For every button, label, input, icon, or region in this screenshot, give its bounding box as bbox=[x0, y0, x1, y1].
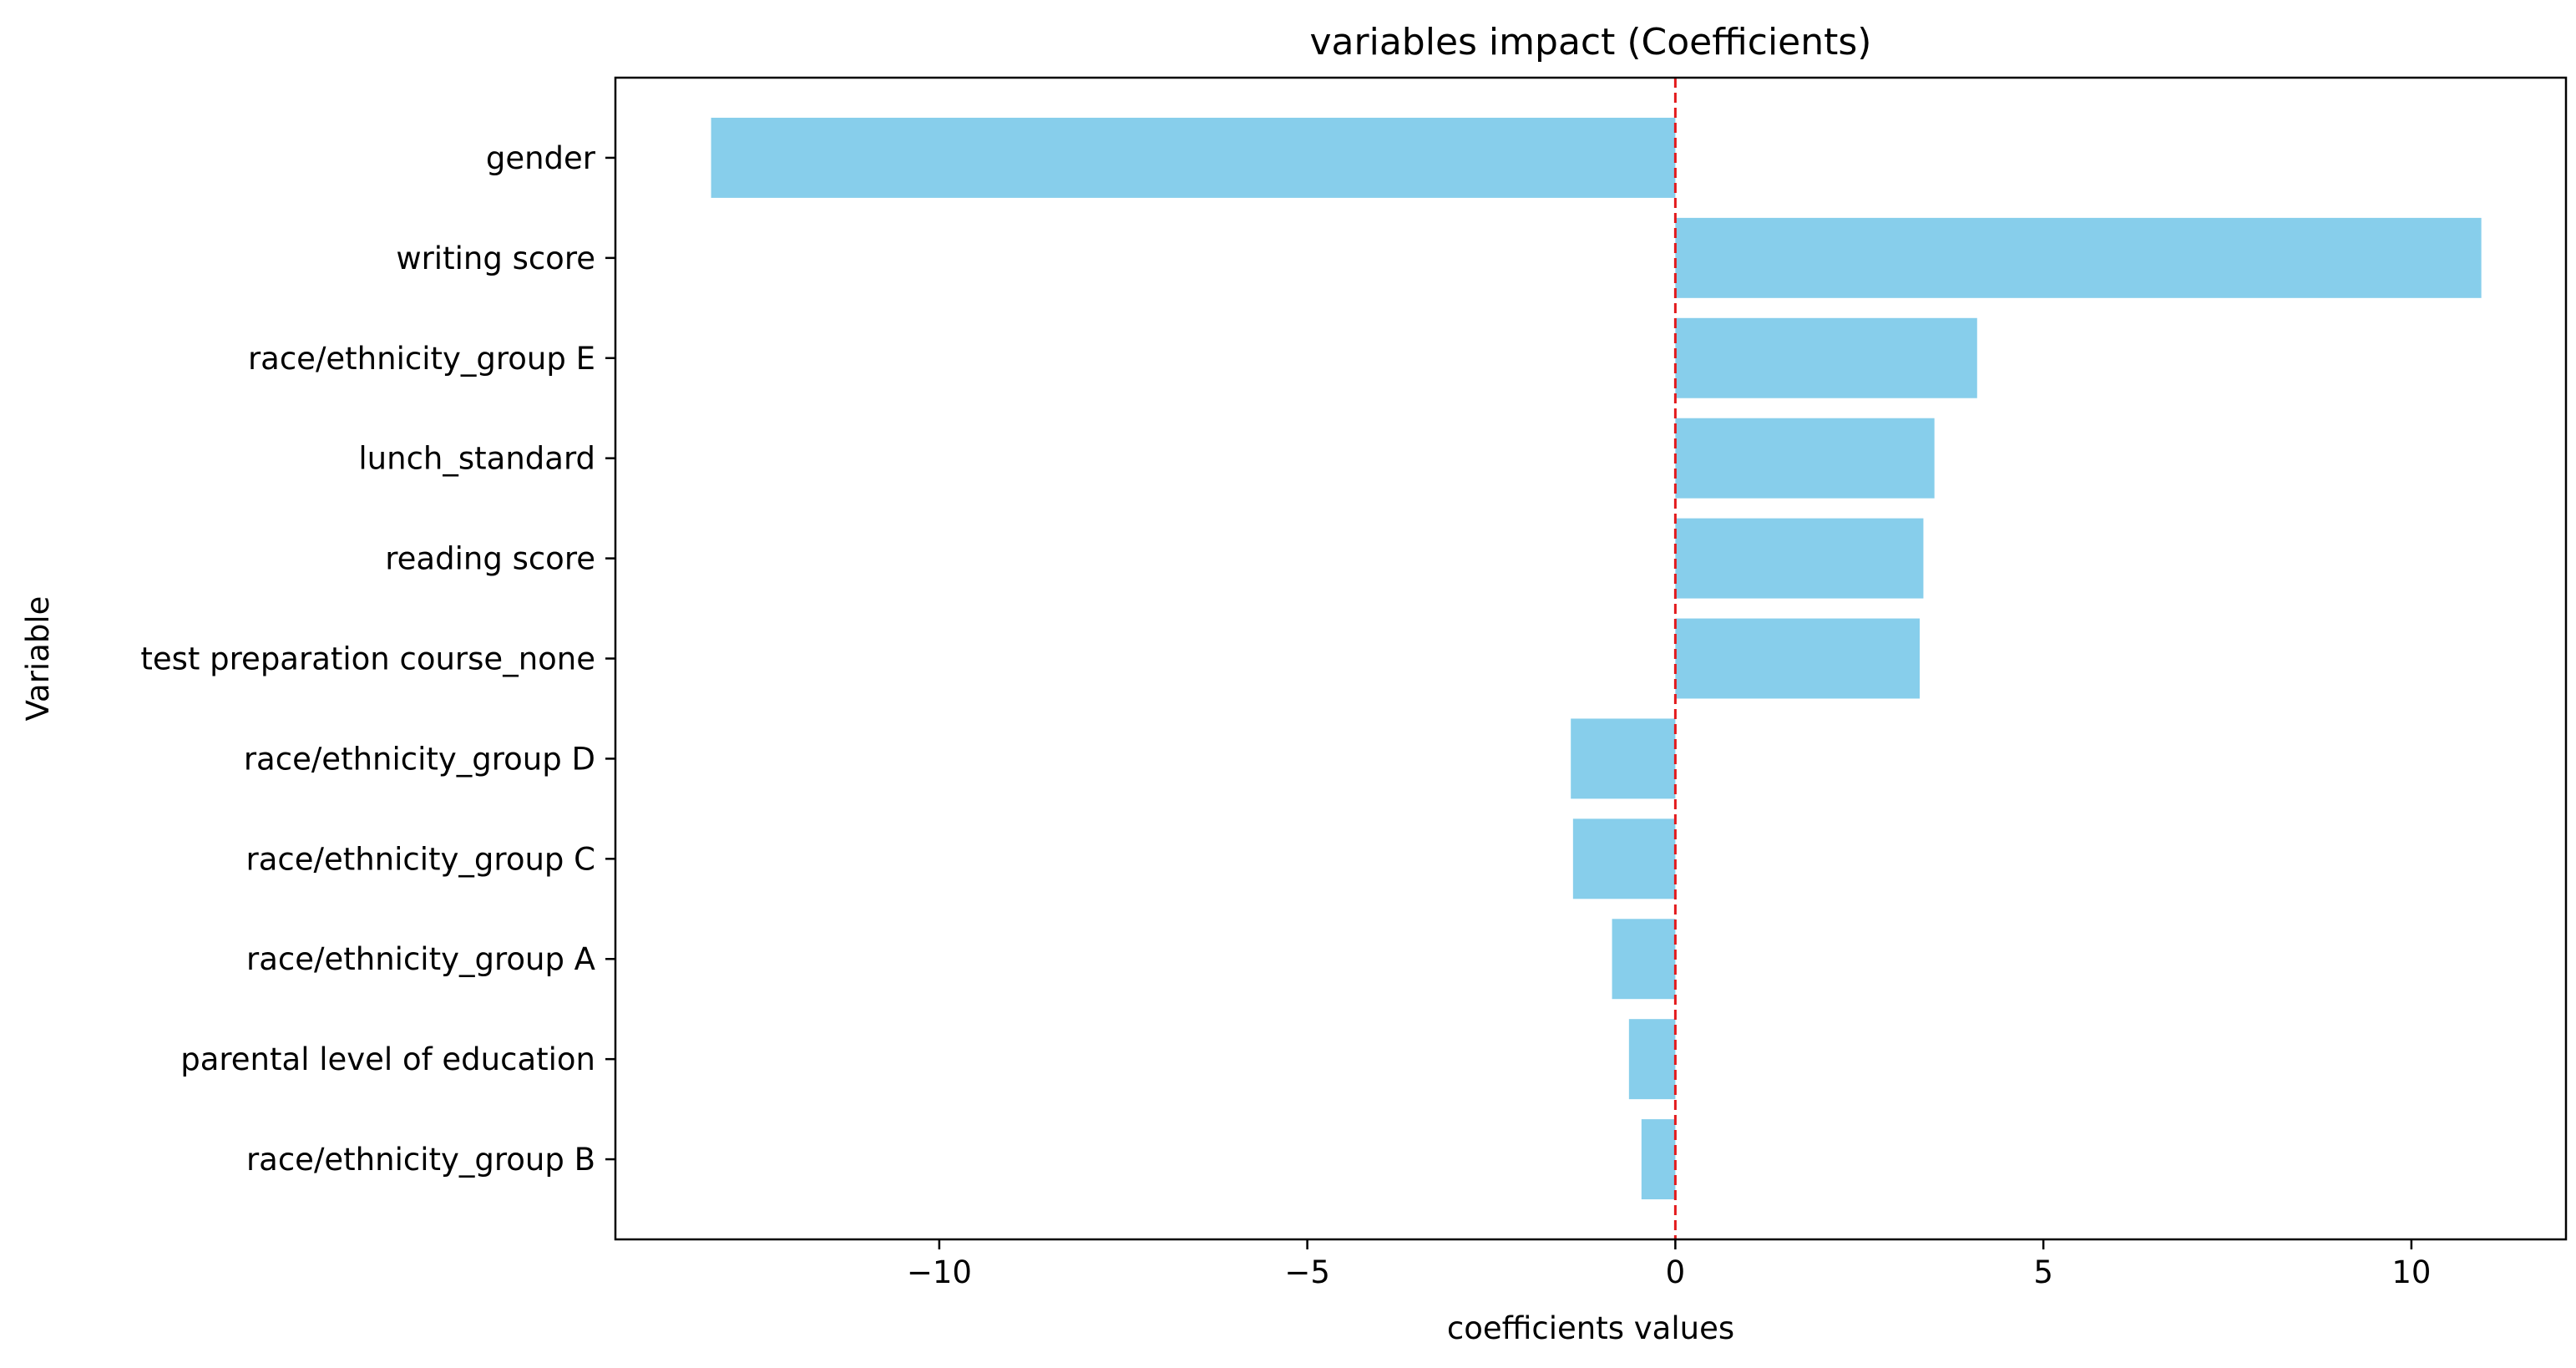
x-axis-label: coefficients values bbox=[1447, 1310, 1734, 1346]
y-tick-label: lunch_standard bbox=[358, 441, 595, 477]
bar bbox=[1571, 718, 1676, 799]
bar bbox=[1675, 518, 1924, 599]
bar bbox=[711, 117, 1676, 198]
x-axis-ticks: −10 −5 0 5 10 bbox=[907, 1239, 2431, 1290]
y-tick-label: race/ethnicity_group A bbox=[246, 941, 595, 977]
bar bbox=[1612, 919, 1676, 1000]
y-tick-label: parental level of education bbox=[180, 1041, 595, 1077]
bar bbox=[1641, 1119, 1676, 1200]
bar bbox=[1675, 217, 2482, 298]
chart-title: variables impact (Coefficients) bbox=[1310, 21, 1872, 63]
y-tick-label: race/ethnicity_group D bbox=[244, 741, 595, 777]
y-tick-label: writing score bbox=[396, 241, 595, 276]
y-tick-label: reading score bbox=[385, 541, 595, 577]
x-tick-label: 5 bbox=[2033, 1254, 2053, 1290]
x-tick-label: 10 bbox=[2391, 1254, 2431, 1290]
y-tick-label: race/ethnicity_group C bbox=[246, 841, 596, 877]
bar bbox=[1675, 618, 1921, 699]
bars-group bbox=[711, 117, 2482, 1200]
y-axis-ticks: gender writing score race/ethnicity_group … bbox=[140, 140, 615, 1178]
x-tick-label: 0 bbox=[1666, 1254, 1686, 1290]
y-tick-label: gender bbox=[486, 140, 596, 176]
bar bbox=[1675, 418, 1935, 499]
x-tick-label: −10 bbox=[907, 1254, 972, 1290]
x-tick-label: −5 bbox=[1284, 1254, 1330, 1290]
y-axis-label: Variable bbox=[20, 596, 56, 722]
y-tick-label: race/ethnicity_group B bbox=[246, 1142, 595, 1178]
bar bbox=[1628, 1019, 1676, 1100]
y-tick-label: test preparation course_none bbox=[140, 641, 595, 677]
y-tick-label: race/ethnicity_group E bbox=[248, 341, 595, 377]
bar bbox=[1572, 818, 1676, 899]
bar bbox=[1675, 317, 1977, 398]
